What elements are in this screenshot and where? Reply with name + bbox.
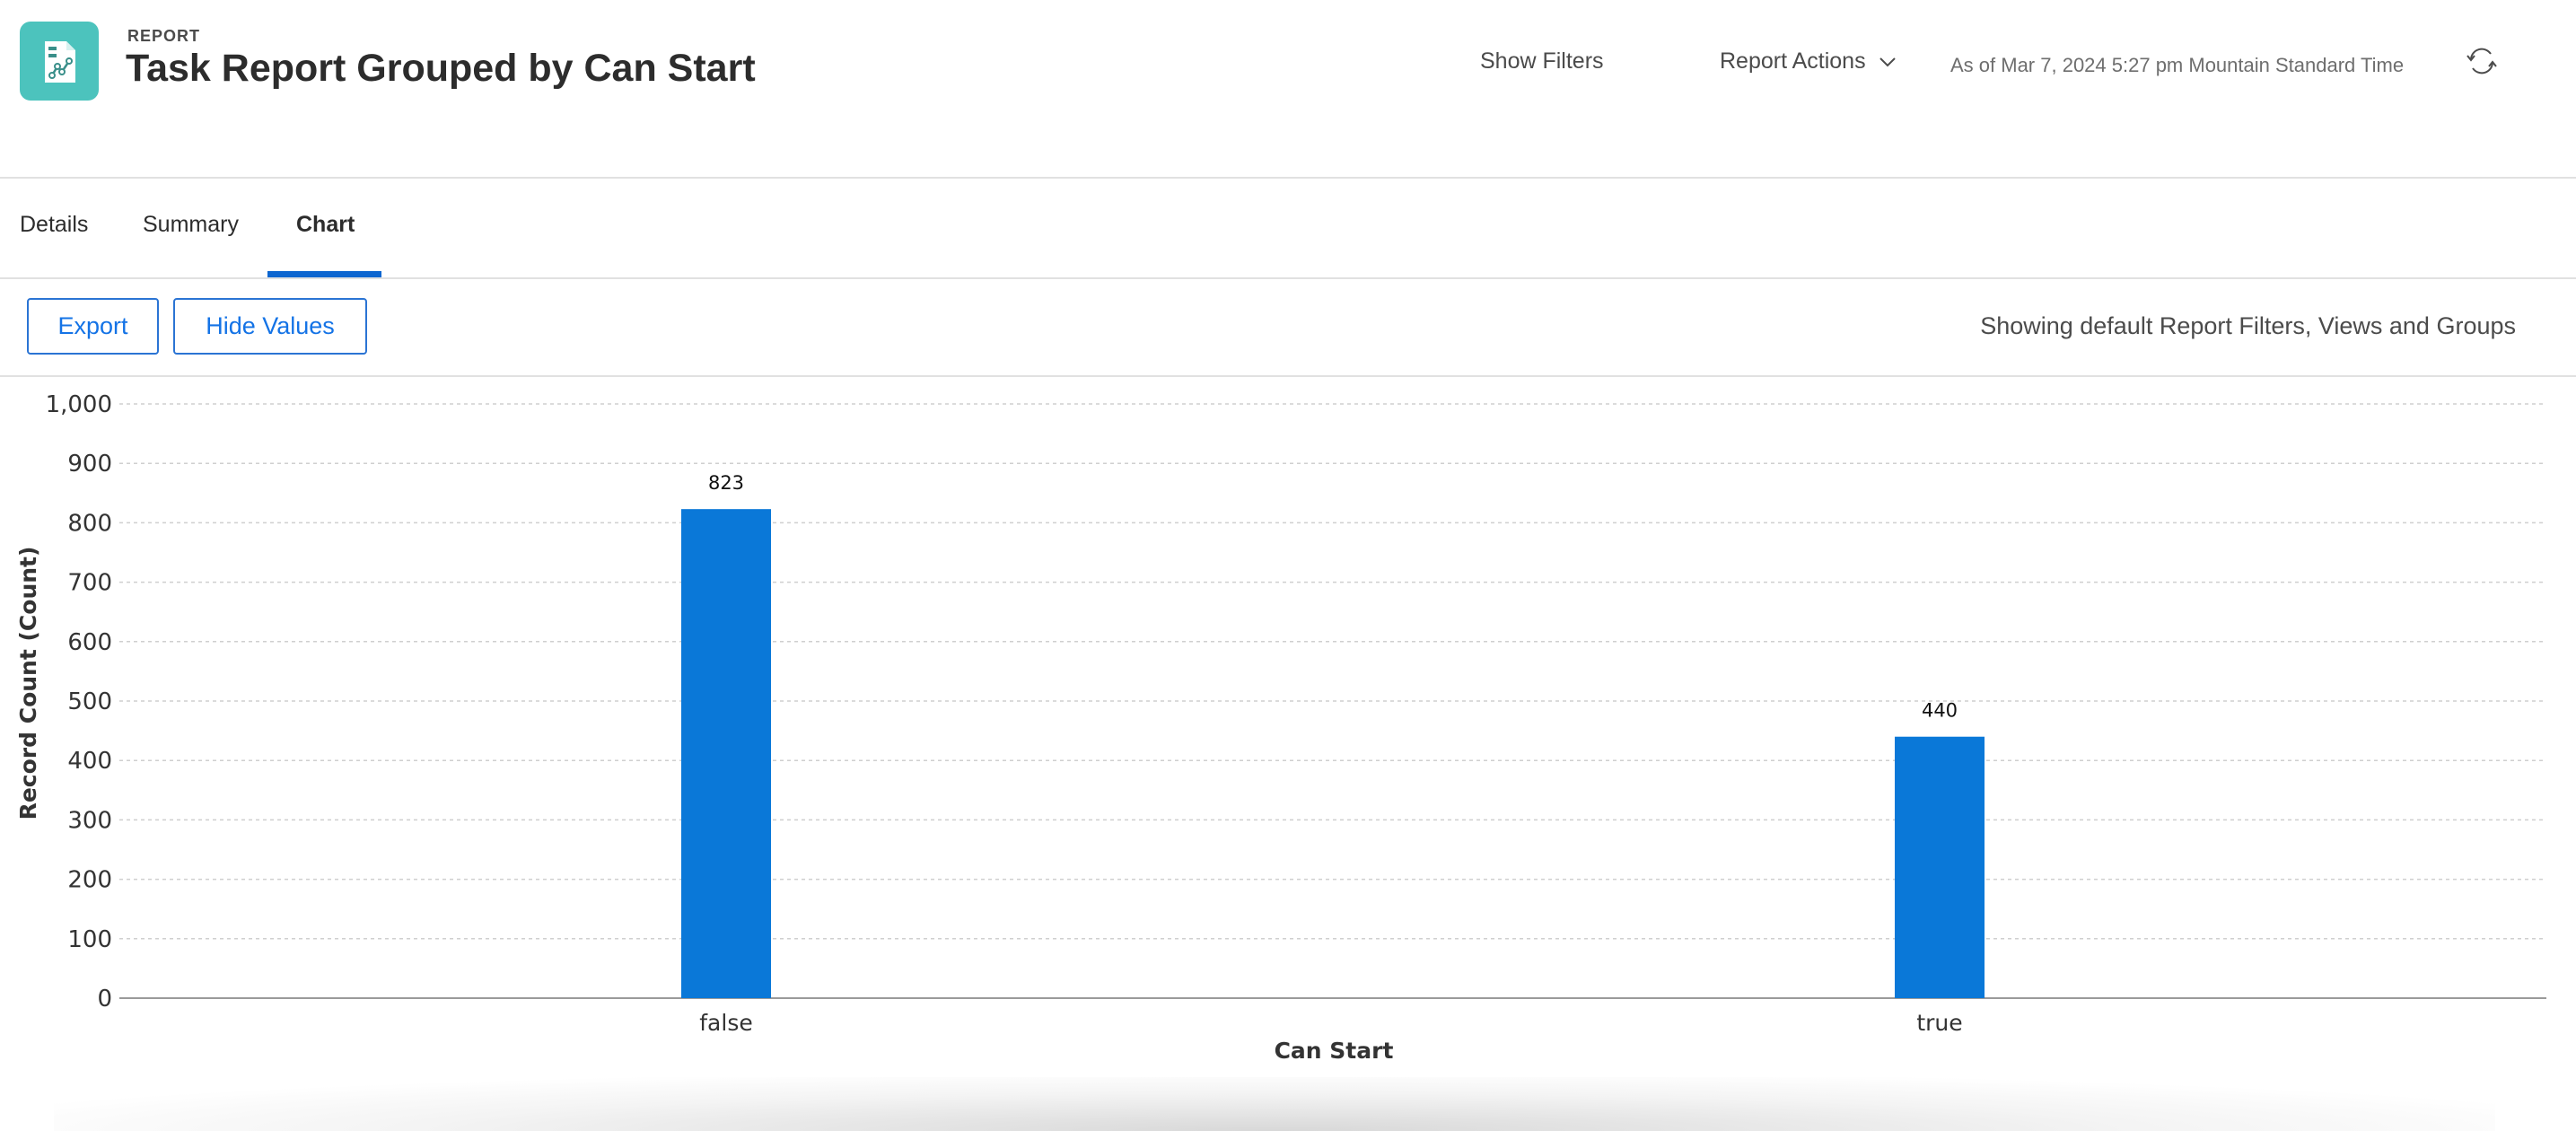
toolbar-divider [0,375,2576,377]
x-axis-label: Can Start [1275,1038,1394,1064]
report-actions-menu[interactable]: Report Actions [1720,48,1897,75]
tab-chart[interactable]: Chart [296,212,355,237]
show-filters-button[interactable]: Show Filters [1480,48,1604,74]
y-tick-label: 700 [67,570,112,597]
y-tick-label: 100 [67,926,112,953]
tab-summary[interactable]: Summary [143,212,239,237]
y-tick-label: 500 [67,688,112,715]
data-label: 823 [708,472,744,494]
x-tick-label: true [1916,1010,1962,1036]
chevron-down-icon [1879,57,1896,66]
bar-chart: 0 100 200 300 400 500 600 700 800 900 1,000 823 fal… [15,391,2546,1064]
y-tick-label: 200 [67,867,112,894]
report-icon [20,22,99,101]
y-tick-label: 300 [67,807,112,834]
y-axis-label: Record Count (Count) [15,547,41,820]
y-tick-label: 0 [97,986,112,1013]
header-divider [0,177,2576,179]
footer-shadow [54,1077,2495,1131]
y-tick-label: 900 [67,451,112,478]
bar-false [681,509,771,998]
y-tick-label: 1,000 [46,391,112,418]
active-tab-indicator [267,271,381,277]
as-of-timestamp: As of Mar 7, 2024 5:27 pm Mountain Stand… [1950,54,2405,76]
filter-status-text: Showing default Report Filters, Views an… [1980,312,2516,339]
refresh-icon[interactable] [2464,43,2500,79]
data-label: 440 [1922,700,1958,722]
x-tick-label: false [699,1010,752,1036]
report-actions-label: Report Actions [1720,48,1866,74]
page-kicker: REPORT [127,27,201,45]
export-button[interactable]: Export [27,298,159,355]
y-tick-label: 600 [67,629,112,656]
page-title: Task Report Grouped by Can Start [126,47,756,90]
hide-values-button[interactable]: Hide Values [173,298,367,355]
y-tick-label: 800 [67,510,112,537]
y-tick-label: 400 [67,748,112,775]
tabs-divider [0,277,2576,279]
bar-true [1895,736,1985,998]
tab-details[interactable]: Details [20,212,89,237]
